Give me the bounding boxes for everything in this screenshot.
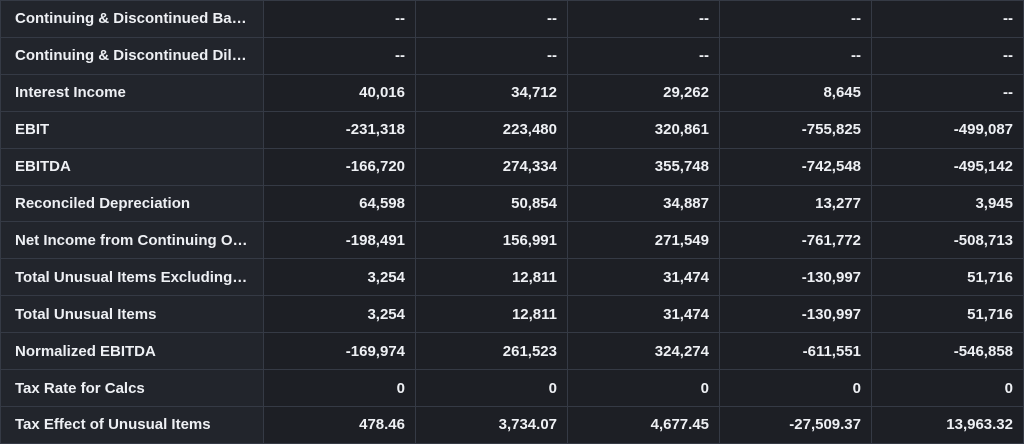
value-cell: 29,262 xyxy=(567,73,720,112)
row-label: Normalized EBITDA xyxy=(0,332,264,371)
row-label: Tax Effect of Unusual Items xyxy=(0,405,264,444)
value-cell: -169,974 xyxy=(263,332,416,371)
row-label: Total Unusual Items Excluding G... xyxy=(0,258,264,297)
value-cell: 0 xyxy=(871,369,1024,407)
value-cell: -130,997 xyxy=(719,258,872,297)
value-cell: -- xyxy=(871,36,1024,75)
value-cell: -546,858 xyxy=(871,332,1024,371)
value-cell: 3,734.07 xyxy=(415,405,568,444)
value-cell: 51,716 xyxy=(871,258,1024,297)
value-cell: 0 xyxy=(415,369,568,407)
row-label: Continuing & Discontinued Basi... xyxy=(0,0,264,38)
value-cell: 324,274 xyxy=(567,332,720,371)
value-cell: -- xyxy=(567,36,720,75)
row-label: Total Unusual Items xyxy=(0,295,264,334)
table-row: Tax Rate for Calcs 0 0 0 0 0 xyxy=(0,369,1024,407)
table-row: Reconciled Depreciation 64,598 50,854 34,88… xyxy=(0,184,1024,223)
value-cell: -- xyxy=(719,36,872,75)
table-row: EBITDA -166,720 274,334 355,748 -742,548 -495… xyxy=(0,147,1024,186)
value-cell: 320,861 xyxy=(567,110,720,149)
value-cell: -- xyxy=(415,0,568,38)
table-row: EBIT -231,318 223,480 320,861 -755,825 -499,0… xyxy=(0,110,1024,149)
table-row: Total Unusual Items 3,254 12,811 31,474 -130… xyxy=(0,295,1024,334)
value-cell: 4,677.45 xyxy=(567,405,720,444)
value-cell: -761,772 xyxy=(719,221,872,260)
row-label: EBIT xyxy=(0,110,264,149)
value-cell: -- xyxy=(263,0,416,38)
value-cell: 3,254 xyxy=(263,258,416,297)
value-cell: 271,549 xyxy=(567,221,720,260)
value-cell: 0 xyxy=(263,369,416,407)
value-cell: 64,598 xyxy=(263,184,416,223)
table-row: Continuing & Discontinued Dilut... -- -- --… xyxy=(0,36,1024,75)
value-cell: -130,997 xyxy=(719,295,872,334)
value-cell: 261,523 xyxy=(415,332,568,371)
table-row: Tax Effect of Unusual Items 478.46 3,734.0… xyxy=(0,405,1024,444)
value-cell: 156,991 xyxy=(415,221,568,260)
row-label: Interest Income xyxy=(0,73,264,112)
value-cell: 34,887 xyxy=(567,184,720,223)
value-cell: 3,945 xyxy=(871,184,1024,223)
value-cell: -- xyxy=(719,0,872,38)
table-row: Normalized EBITDA -169,974 261,523 324,274-… xyxy=(0,332,1024,371)
value-cell: 3,254 xyxy=(263,295,416,334)
value-cell: -27,509.37 xyxy=(719,405,872,444)
row-label: Reconciled Depreciation xyxy=(0,184,264,223)
value-cell: 40,016 xyxy=(263,73,416,112)
value-cell: -198,491 xyxy=(263,221,416,260)
table-row: Net Income from Continuing Op... -198,491… xyxy=(0,221,1024,260)
value-cell: 13,963.32 xyxy=(871,405,1024,444)
value-cell: 12,811 xyxy=(415,258,568,297)
value-cell: 0 xyxy=(719,369,872,407)
row-label: Continuing & Discontinued Dilut... xyxy=(0,36,264,75)
value-cell: -166,720 xyxy=(263,147,416,186)
row-label: Tax Rate for Calcs xyxy=(0,369,264,407)
table-row: Continuing & Discontinued Basi... -- -- -- -… xyxy=(0,0,1024,38)
value-cell: -508,713 xyxy=(871,221,1024,260)
value-cell: 8,645 xyxy=(719,73,872,112)
value-cell: 34,712 xyxy=(415,73,568,112)
value-cell: 50,854 xyxy=(415,184,568,223)
value-cell: -499,087 xyxy=(871,110,1024,149)
row-label: EBITDA xyxy=(0,147,264,186)
value-cell: -- xyxy=(567,0,720,38)
value-cell: -- xyxy=(415,36,568,75)
value-cell: 274,334 xyxy=(415,147,568,186)
value-cell: 31,474 xyxy=(567,258,720,297)
value-cell: -- xyxy=(871,73,1024,112)
value-cell: 12,811 xyxy=(415,295,568,334)
value-cell: 355,748 xyxy=(567,147,720,186)
value-cell: -755,825 xyxy=(719,110,872,149)
value-cell: -611,551 xyxy=(719,332,872,371)
value-cell: -742,548 xyxy=(719,147,872,186)
table-row: Interest Income 40,016 34,712 29,262 8,645 -- xyxy=(0,73,1024,112)
value-cell: -231,318 xyxy=(263,110,416,149)
value-cell: 13,277 xyxy=(719,184,872,223)
table-row: Total Unusual Items Excluding G... 3,254 1… xyxy=(0,258,1024,297)
value-cell: -- xyxy=(263,36,416,75)
value-cell: 478.46 xyxy=(263,405,416,444)
value-cell: 0 xyxy=(567,369,720,407)
value-cell: -- xyxy=(871,0,1024,38)
row-label: Net Income from Continuing Op... xyxy=(0,221,264,260)
value-cell: 31,474 xyxy=(567,295,720,334)
value-cell: 223,480 xyxy=(415,110,568,149)
value-cell: 51,716 xyxy=(871,295,1024,334)
value-cell: -495,142 xyxy=(871,147,1024,186)
